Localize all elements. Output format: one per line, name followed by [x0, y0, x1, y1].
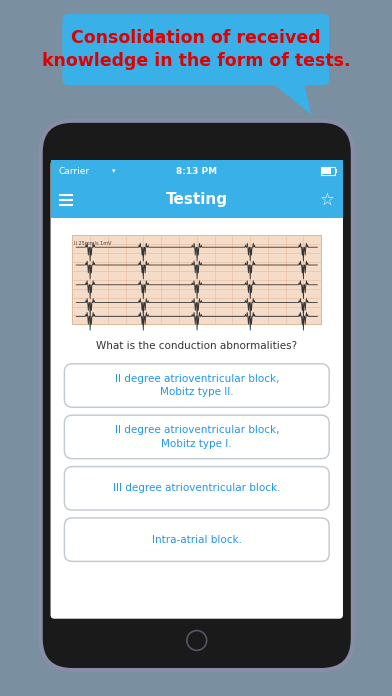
Bar [72, 235, 321, 324]
Text: II 25mm/s 1mV: II 25mm/s 1mV [74, 240, 112, 245]
Text: Testing: Testing [166, 192, 228, 207]
Polygon shape [275, 85, 311, 115]
FancyBboxPatch shape [64, 466, 329, 510]
FancyBboxPatch shape [64, 416, 329, 459]
Text: II degree atrioventricular block,
Mobitz type I.: II degree atrioventricular block, Mobitz… [114, 425, 279, 448]
FancyBboxPatch shape [62, 14, 329, 85]
Bar [322, 168, 331, 174]
Text: II degree atrioventricular block,
Mobitz type II.: II degree atrioventricular block, Mobitz… [114, 374, 279, 397]
Text: III degree atrioventricular block.: III degree atrioventricular block. [113, 483, 281, 493]
FancyBboxPatch shape [51, 160, 343, 619]
Text: 8:13 PM: 8:13 PM [176, 166, 217, 175]
Bar [51, 182, 343, 218]
Text: What is the conduction abnormalities?: What is the conduction abnormalities? [96, 341, 298, 351]
Bar [335, 169, 337, 173]
FancyBboxPatch shape [64, 364, 329, 407]
Text: Consolidation of received
knowledge in the form of tests.: Consolidation of received knowledge in t… [42, 29, 350, 70]
Bar [321, 167, 335, 175]
Text: ▾: ▾ [112, 168, 115, 174]
FancyBboxPatch shape [41, 121, 353, 670]
Bar [51, 160, 343, 182]
Text: Carrier: Carrier [58, 166, 90, 175]
Text: Intra-atrial block.: Intra-atrial block. [152, 535, 242, 545]
FancyBboxPatch shape [64, 518, 329, 562]
Text: ☆: ☆ [320, 191, 335, 209]
